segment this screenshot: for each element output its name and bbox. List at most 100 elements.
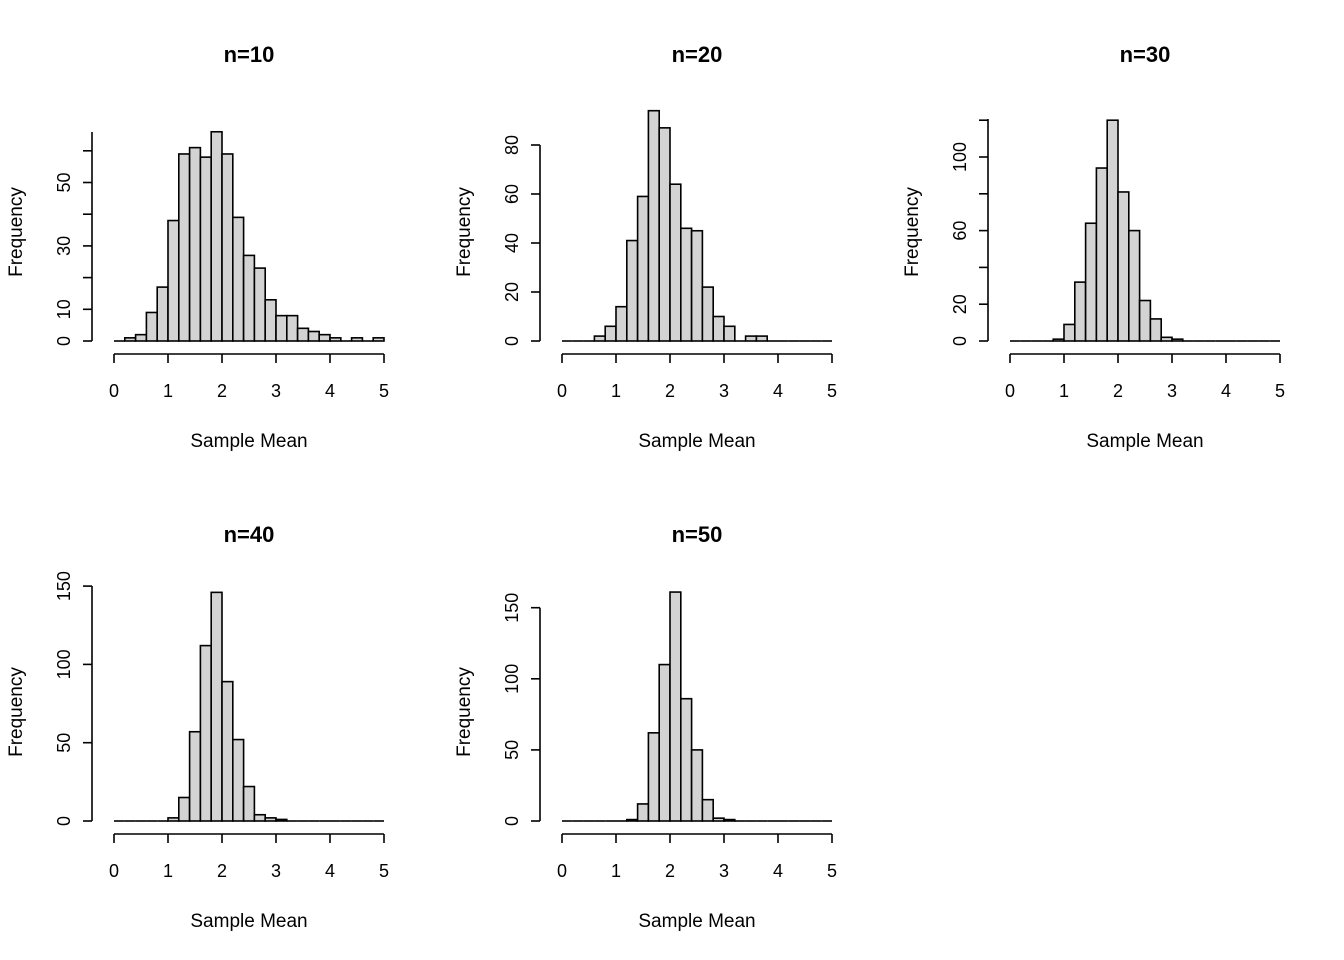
histogram-bar: [264, 298, 277, 342]
y-tick-label: 0: [54, 816, 74, 826]
x-tick-label: 0: [109, 861, 119, 881]
histogram-bar: [755, 335, 769, 342]
y-tick-label: 10: [54, 299, 74, 319]
x-tick-label: 2: [217, 861, 227, 881]
histogram-bar: [701, 286, 715, 342]
x-tick-label: 3: [1167, 381, 1177, 401]
histogram-bar: [232, 738, 245, 822]
y-tick-label: 40: [502, 233, 522, 253]
x-tick-label: 5: [1275, 381, 1285, 401]
histogram-bar: [188, 146, 202, 342]
histogram-bar: [723, 325, 736, 342]
histogram-bar: [124, 337, 137, 342]
x-axis-label: Sample Mean: [190, 431, 307, 452]
histogram-bar: [712, 315, 725, 342]
histogram-bar: [1128, 229, 1141, 342]
histogram-bar: [1149, 318, 1163, 342]
y-axis-label: Frequency: [454, 667, 475, 757]
histogram-bar: [1160, 336, 1173, 342]
x-tick-label: 1: [163, 861, 173, 881]
histogram-bar: [690, 749, 704, 822]
histogram-bar: [145, 311, 158, 342]
histogram-panel: n=20 Sample Mean Frequency 0 20 40 60 80 0 1 2 3 4 5: [454, 42, 837, 452]
x-tick-label: 1: [611, 381, 621, 401]
histogram-bar: [669, 591, 682, 822]
histogram-panel: n=40 Sample Mean Frequency 0 50 100 150 0 1 2 3 4 5: [6, 522, 389, 932]
histogram-bar: [242, 254, 256, 342]
histogram-bar: [723, 818, 736, 822]
histogram-bar: [275, 818, 288, 822]
x-axis-label: Sample Mean: [638, 911, 755, 932]
y-tick-label: 50: [502, 740, 522, 760]
y-axis-label: Frequency: [6, 187, 27, 277]
histogram-bar: [167, 817, 180, 822]
x-tick-label: 5: [827, 381, 837, 401]
y-tick-label: 0: [502, 816, 522, 826]
histogram-bar: [253, 813, 266, 822]
y-tick-label: 20: [950, 294, 970, 314]
histogram-bar: [1138, 299, 1152, 342]
histogram-bar: [134, 333, 148, 342]
y-tick-label: 60: [502, 184, 522, 204]
y-tick-label: 60: [950, 221, 970, 241]
histogram-bar: [1106, 119, 1119, 342]
histogram-bar: [188, 730, 202, 822]
histogram-bar: [647, 732, 661, 822]
histogram-bar: [1063, 323, 1076, 342]
x-tick-label: 3: [719, 381, 729, 401]
histogram-bar: [1052, 338, 1065, 342]
histogram-bar: [318, 333, 331, 342]
histogram-bar: [210, 591, 223, 822]
x-tick-label: 2: [665, 381, 675, 401]
histogram-bar: [658, 127, 671, 342]
histogram-bar: [647, 109, 661, 342]
y-tick-label: 0: [54, 336, 74, 346]
histogram-panel: n=50 Sample Mean Frequency 0 50 100 150 0 1 2 3 4 5: [454, 522, 837, 932]
histogram-bar: [221, 680, 234, 822]
y-axis-label: Frequency: [902, 187, 923, 277]
histogram-bar: [372, 337, 385, 342]
histogram-bar: [701, 798, 715, 822]
panel-title: n=20: [672, 42, 723, 67]
x-tick-label: 3: [271, 861, 281, 881]
y-tick-label: 20: [502, 282, 522, 302]
y-tick-label: 0: [502, 336, 522, 346]
x-tick-label: 1: [163, 381, 173, 401]
histogram-bar: [329, 337, 342, 342]
histogram-bar: [178, 153, 191, 342]
x-tick-label: 4: [773, 381, 783, 401]
histogram-panel: n=30 Sample Mean Frequency 0 20 60 100 0 1 2 3 4 5: [902, 42, 1285, 452]
x-tick-label: 0: [1005, 381, 1015, 401]
x-tick-label: 5: [827, 861, 837, 881]
histogram-bar: [167, 219, 180, 342]
y-axis-label: Frequency: [454, 187, 475, 277]
x-tick-label: 2: [665, 861, 675, 881]
histogram-bar: [232, 216, 245, 342]
histogram-bar: [242, 785, 256, 822]
histogram-bar: [350, 337, 364, 342]
x-tick-label: 4: [325, 381, 335, 401]
y-axis-label: Frequency: [6, 667, 27, 757]
y-tick-label: 100: [54, 649, 74, 679]
x-tick-label: 2: [1113, 381, 1123, 401]
x-tick-label: 1: [1059, 381, 1069, 401]
x-tick-label: 3: [271, 381, 281, 401]
x-tick-label: 4: [1221, 381, 1231, 401]
y-tick-label: 50: [54, 172, 74, 192]
panel-title: n=10: [224, 42, 275, 67]
x-tick-label: 5: [379, 381, 389, 401]
x-tick-label: 0: [109, 381, 119, 401]
histogram-bar: [636, 803, 650, 822]
y-tick-label: 150: [54, 571, 74, 601]
y-tick-label: 30: [54, 236, 74, 256]
histogram-bar: [744, 335, 758, 342]
histogram-bar: [253, 267, 266, 342]
histogram-bar: [199, 156, 212, 342]
x-tick-label: 5: [379, 861, 389, 881]
histogram-bar: [1117, 191, 1130, 342]
histogram-bar: [285, 314, 299, 342]
histogram-bar: [199, 644, 212, 822]
histogram-bar: [604, 325, 617, 342]
x-tick-label: 3: [719, 861, 729, 881]
histogram-bar: [679, 697, 693, 822]
